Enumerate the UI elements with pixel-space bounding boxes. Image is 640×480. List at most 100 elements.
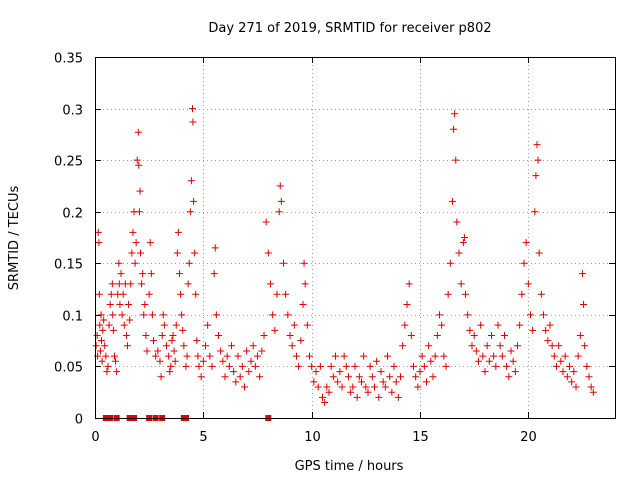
data-point	[535, 249, 543, 257]
data-point	[251, 362, 259, 370]
data-point	[295, 362, 303, 370]
data-point	[119, 290, 127, 298]
data-point	[170, 347, 178, 355]
data-point	[100, 316, 108, 324]
data-point	[136, 187, 144, 195]
data-point	[140, 311, 148, 319]
data-point	[299, 301, 307, 309]
data-point	[306, 352, 313, 360]
data-point	[176, 270, 183, 278]
data-point	[336, 368, 344, 376]
data-point	[166, 368, 174, 376]
x-axis: 0 5 10 15 20	[91, 57, 537, 445]
data-point	[148, 311, 156, 319]
data-point	[102, 352, 110, 360]
data-point	[479, 352, 487, 360]
data-point	[271, 326, 279, 334]
data-point	[141, 301, 149, 309]
data-point	[96, 321, 104, 329]
data-point	[438, 321, 446, 329]
data-point	[194, 352, 202, 360]
data-point	[104, 362, 112, 370]
x-tick-label: 10	[304, 430, 321, 445]
data-point	[103, 368, 111, 376]
data-point	[470, 331, 478, 339]
data-point	[300, 259, 308, 267]
data-point	[407, 331, 415, 339]
data-point	[403, 301, 411, 309]
data-point	[210, 270, 218, 278]
data-point	[507, 347, 515, 355]
data-point	[183, 352, 191, 360]
data-point	[116, 301, 124, 309]
y-tick-label: 0.2	[62, 207, 83, 222]
data-point	[355, 373, 363, 381]
data-point	[187, 177, 195, 185]
data-point	[199, 357, 207, 365]
data-point	[215, 331, 222, 339]
data-point	[223, 352, 231, 360]
data-point	[219, 357, 227, 365]
data-point	[95, 290, 103, 298]
y-tick-label: 0	[75, 413, 83, 428]
data-point	[159, 311, 167, 319]
data-point	[142, 331, 150, 339]
data-point	[375, 393, 383, 401]
data-point	[505, 373, 513, 381]
data-point	[544, 337, 552, 345]
data-point	[154, 347, 162, 355]
y-tick-label: 0.05	[54, 361, 83, 376]
data-point	[537, 290, 545, 298]
data-point	[347, 388, 355, 396]
data-point	[319, 393, 326, 401]
data-point	[449, 197, 456, 205]
y-tick-label: 0.25	[54, 155, 83, 170]
data-point	[475, 357, 482, 365]
data-point	[433, 331, 441, 339]
data-point	[345, 373, 352, 381]
data-point	[371, 383, 378, 391]
data-point	[566, 362, 573, 370]
data-point	[280, 259, 287, 267]
data-point	[399, 342, 407, 350]
data-point	[436, 311, 443, 319]
data-point	[126, 316, 134, 324]
data-point	[297, 337, 305, 345]
data-point	[195, 362, 203, 370]
data-point	[184, 280, 192, 288]
data-point	[129, 228, 137, 236]
data-point	[206, 352, 214, 360]
data-point	[180, 342, 188, 350]
data-point	[464, 311, 472, 319]
data-point	[275, 208, 283, 216]
data-point	[450, 125, 458, 133]
data-point	[118, 311, 126, 319]
data-point	[105, 321, 113, 329]
data-point	[420, 362, 428, 370]
data-point	[442, 362, 450, 370]
data-point	[498, 352, 506, 360]
x-tick-label: 5	[199, 430, 207, 445]
data-point	[557, 357, 565, 365]
data-point	[579, 270, 586, 278]
data-point	[496, 342, 504, 350]
data-point	[559, 368, 567, 376]
data-point	[488, 331, 495, 339]
data-point	[238, 362, 246, 370]
data-point	[174, 228, 182, 236]
data-point	[353, 393, 361, 401]
data-point	[276, 182, 284, 190]
data-point	[193, 337, 201, 345]
data-point	[316, 362, 324, 370]
y-tick-label: 0.3	[62, 104, 83, 119]
data-point	[168, 337, 176, 345]
data-point	[131, 259, 139, 267]
data-point	[134, 128, 142, 136]
data-point	[414, 383, 422, 391]
data-point	[127, 280, 135, 288]
data-point	[455, 249, 463, 257]
data-point	[189, 118, 197, 126]
data-point	[284, 311, 292, 319]
data-point	[518, 290, 526, 298]
data-point	[310, 378, 318, 386]
